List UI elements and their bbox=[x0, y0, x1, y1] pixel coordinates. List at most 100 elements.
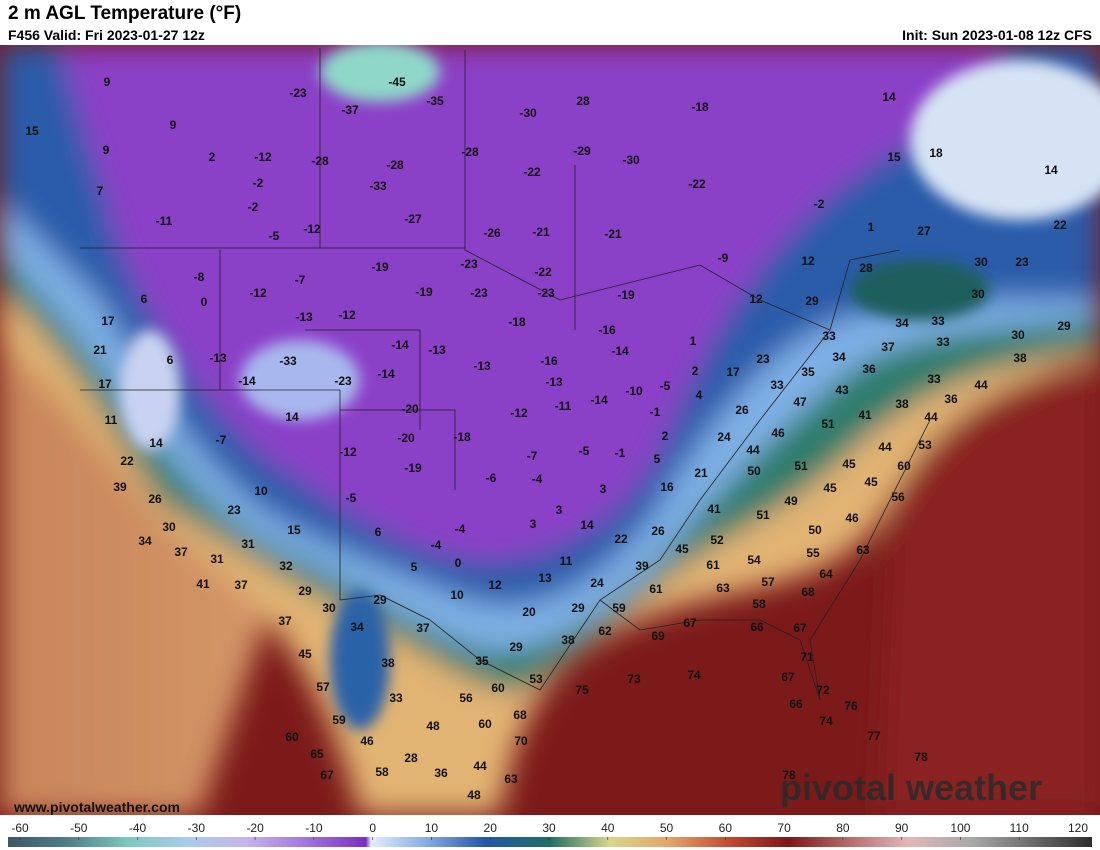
station-temp: 56 bbox=[891, 490, 905, 504]
station-temp: 2 bbox=[209, 150, 216, 164]
station-temp: 30 bbox=[322, 601, 336, 615]
station-temp: 66 bbox=[750, 620, 764, 634]
station-temp: 67 bbox=[683, 616, 697, 630]
station-temp: 60 bbox=[897, 459, 911, 473]
station-temp: 45 bbox=[842, 457, 856, 471]
station-temp: 59 bbox=[332, 713, 346, 727]
station-temp: 77 bbox=[867, 729, 881, 743]
station-temp: -30 bbox=[519, 106, 537, 120]
station-temp: -22 bbox=[534, 265, 552, 279]
station-temp: 53 bbox=[529, 672, 543, 686]
station-temp: 14 bbox=[1044, 163, 1058, 177]
station-temp: 73 bbox=[627, 672, 641, 686]
station-temp: -7 bbox=[527, 449, 538, 463]
station-temp: 38 bbox=[895, 397, 909, 411]
station-temp: 78 bbox=[782, 768, 796, 782]
station-temp: -23 bbox=[334, 374, 352, 388]
station-temp: 26 bbox=[148, 492, 162, 506]
station-temp: -13 bbox=[545, 375, 563, 389]
station-temp: 24 bbox=[717, 430, 731, 444]
station-temp: 68 bbox=[801, 585, 815, 599]
station-temp: 33 bbox=[931, 314, 945, 328]
station-temp: -2 bbox=[248, 200, 259, 214]
station-temp: 29 bbox=[373, 593, 387, 607]
station-temp: 22 bbox=[1053, 218, 1067, 232]
station-temp: 37 bbox=[278, 614, 292, 628]
station-temp: 16 bbox=[660, 480, 674, 494]
station-temp: 60 bbox=[478, 717, 492, 731]
station-temp: 6 bbox=[375, 525, 382, 539]
station-temp: 44 bbox=[878, 440, 892, 454]
station-temp: 61 bbox=[706, 558, 720, 572]
station-temp: 46 bbox=[771, 426, 785, 440]
station-temp: 44 bbox=[974, 378, 988, 392]
station-temp: 63 bbox=[716, 581, 730, 595]
station-temp: 36 bbox=[434, 766, 448, 780]
station-temp: 12 bbox=[749, 292, 763, 306]
colorbar-tick-label: -10 bbox=[305, 821, 323, 835]
station-temp: 29 bbox=[805, 294, 819, 308]
station-temp: 50 bbox=[808, 523, 822, 537]
station-temp: -10 bbox=[625, 384, 643, 398]
station-temp: 12 bbox=[801, 254, 815, 268]
station-temp: 28 bbox=[404, 751, 418, 765]
station-temp: -35 bbox=[426, 94, 444, 108]
colorbar-tick-label: 80 bbox=[836, 821, 850, 835]
station-temp: 37 bbox=[234, 578, 248, 592]
station-temp: 62 bbox=[598, 624, 612, 638]
station-temp: -12 bbox=[303, 222, 321, 236]
station-temp: 3 bbox=[530, 517, 537, 531]
station-temp: -20 bbox=[401, 402, 419, 416]
station-temp: 1 bbox=[868, 220, 875, 234]
temperature-field bbox=[0, 45, 1100, 815]
colorbar-tick-label: 90 bbox=[895, 821, 909, 835]
valid-time: F456 Valid: Fri 2023-01-27 12z bbox=[8, 27, 205, 43]
station-temp: -6 bbox=[486, 471, 497, 485]
watermark: pivotal weather bbox=[780, 767, 1042, 808]
station-temp: 1 bbox=[690, 334, 697, 348]
station-temp: -4 bbox=[431, 538, 442, 552]
station-temp: -19 bbox=[404, 461, 422, 475]
colorbar-tick-label: -20 bbox=[246, 821, 264, 835]
station-temp: -5 bbox=[579, 444, 590, 458]
station-temp: 9 bbox=[103, 143, 110, 157]
colorbar-tick-label: 40 bbox=[601, 821, 615, 835]
station-temp: 9 bbox=[104, 75, 111, 89]
station-temp: -12 bbox=[339, 445, 357, 459]
station-temp: -11 bbox=[555, 399, 572, 413]
station-temp: 6 bbox=[167, 353, 174, 367]
station-temp: -13 bbox=[473, 359, 491, 373]
station-temp: 31 bbox=[241, 537, 255, 551]
station-temp: 10 bbox=[254, 484, 268, 498]
station-temp: 14 bbox=[882, 90, 896, 104]
station-temp: 33 bbox=[927, 372, 941, 386]
colorbar-tick-label: 30 bbox=[542, 821, 556, 835]
station-temp: 27 bbox=[917, 224, 931, 238]
station-temp: -7 bbox=[295, 273, 306, 287]
station-temp: 12 bbox=[488, 578, 502, 592]
station-temp: 15 bbox=[887, 150, 901, 164]
colorbar bbox=[8, 837, 1092, 847]
station-temp: 5 bbox=[411, 560, 418, 574]
station-temp: -19 bbox=[617, 288, 635, 302]
station-temp: 48 bbox=[467, 788, 481, 802]
station-temp: 36 bbox=[944, 392, 958, 406]
colorbar-tick-label: 20 bbox=[484, 821, 498, 835]
station-temp: -13 bbox=[428, 343, 446, 357]
station-temp: 68 bbox=[513, 708, 527, 722]
station-temp: 33 bbox=[770, 378, 784, 392]
station-temp: 35 bbox=[475, 654, 489, 668]
colorbar-tick-label: 70 bbox=[777, 821, 791, 835]
colorbar-tick-label: -50 bbox=[70, 821, 88, 835]
station-temp: 33 bbox=[936, 335, 950, 349]
station-temp: -14 bbox=[611, 344, 629, 358]
station-temp: -19 bbox=[415, 285, 433, 299]
station-temp: 45 bbox=[675, 542, 689, 556]
colorbar-tick-label: 120 bbox=[1068, 821, 1088, 835]
station-temp: 55 bbox=[806, 546, 820, 560]
station-temp: 10 bbox=[450, 588, 464, 602]
station-temp: -23 bbox=[537, 286, 555, 300]
station-temp: 39 bbox=[635, 559, 649, 573]
station-temp: 43 bbox=[835, 383, 849, 397]
